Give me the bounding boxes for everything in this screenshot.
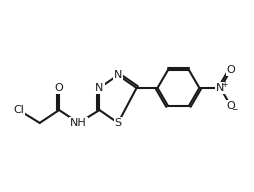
Text: NH: NH — [70, 118, 87, 128]
Text: −: − — [231, 105, 238, 114]
Text: N: N — [216, 83, 225, 93]
Text: O: O — [226, 101, 235, 111]
Text: N: N — [95, 83, 104, 93]
Text: Cl: Cl — [13, 105, 24, 115]
Text: O: O — [55, 83, 64, 93]
Text: +: + — [221, 79, 227, 89]
Text: O: O — [226, 65, 235, 75]
Text: S: S — [115, 118, 122, 128]
Text: N: N — [114, 70, 122, 80]
